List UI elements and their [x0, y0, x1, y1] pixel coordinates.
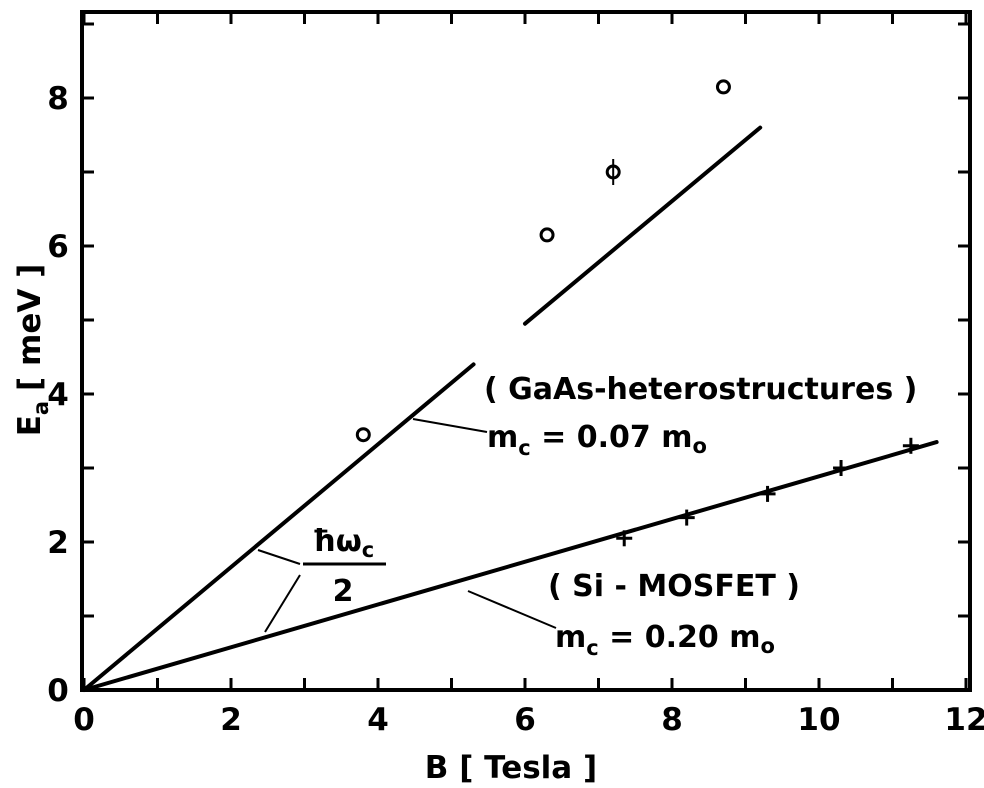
si-fit-line: [82, 440, 939, 692]
si-mass-end: o: [760, 634, 774, 658]
x-tick-label: 8: [661, 702, 683, 738]
si-leader-line: [467, 590, 557, 629]
si-mass-value: = 0.20 m: [599, 620, 761, 655]
gaas-mass-subscript: c: [518, 436, 530, 460]
gaas-mass-end: o: [692, 434, 706, 458]
fraction-leader-lower: [264, 574, 301, 633]
si-data-point: [902, 437, 919, 454]
fraction-denominator: 2: [333, 574, 354, 609]
y-tick-label: 8: [47, 81, 69, 117]
x-tick-label: 10: [797, 702, 840, 738]
y-axis-label-subscript: a: [29, 401, 53, 415]
fit-lines: [82, 125, 939, 692]
gaas-data-point: [715, 79, 731, 95]
si-data-point: [833, 460, 850, 476]
gaas-mass-value: = 0.07 m: [531, 420, 693, 455]
gaas-data-point: [355, 427, 371, 443]
y-tick-label: 6: [47, 229, 69, 265]
gaas-title: ( GaAs-heterostructures ): [484, 372, 917, 407]
gaas-mass-prefix: m: [487, 420, 518, 455]
tick-labels: 0 2 4 6 8 10 12 0 2 4 6 8: [47, 81, 984, 738]
axis-ticks: [82, 12, 970, 692]
data-points: [355, 79, 919, 547]
x-tick-label: 6: [514, 702, 536, 738]
fraction-numerator-subscript: c: [362, 538, 374, 562]
si-mass-prefix: m: [555, 620, 586, 655]
gaas-data-point: [539, 227, 555, 243]
x-tick-label: 12: [944, 702, 984, 738]
si-data-point: [759, 485, 776, 502]
y-axis-label: Ea [ meV ]: [12, 264, 53, 437]
y-tick-label: 2: [47, 525, 69, 561]
plot-frame: [80, 10, 972, 692]
si-data-point: [616, 530, 633, 547]
x-tick-label: 2: [220, 702, 242, 738]
y-axis-label-unit: [ meV ]: [12, 264, 48, 391]
si-data-point: [678, 509, 695, 526]
fraction-leader-upper: [257, 549, 301, 565]
si-mass: mc = 0.20 mo: [555, 620, 775, 660]
fraction-numerator-symbol: ħω: [312, 524, 362, 559]
gaas-fit-line: [82, 362, 476, 692]
y-tick-label: 4: [47, 377, 69, 413]
y-tick-label: 0: [47, 673, 69, 709]
gaas-fit-line: [523, 125, 763, 326]
fraction-numerator: ħωc: [312, 524, 374, 562]
x-axis-label: B [ Tesla ]: [425, 750, 597, 786]
gaas-mass: mc = 0.07 mo: [487, 420, 707, 460]
y-axis-label-symbol: E: [12, 415, 48, 436]
si-title: ( Si - MOSFET ): [548, 569, 800, 604]
si-mass-subscript: c: [586, 636, 598, 660]
x-tick-label: 4: [367, 702, 389, 738]
gaas-leader-line: [412, 418, 488, 433]
x-tick-label: 0: [73, 702, 95, 738]
